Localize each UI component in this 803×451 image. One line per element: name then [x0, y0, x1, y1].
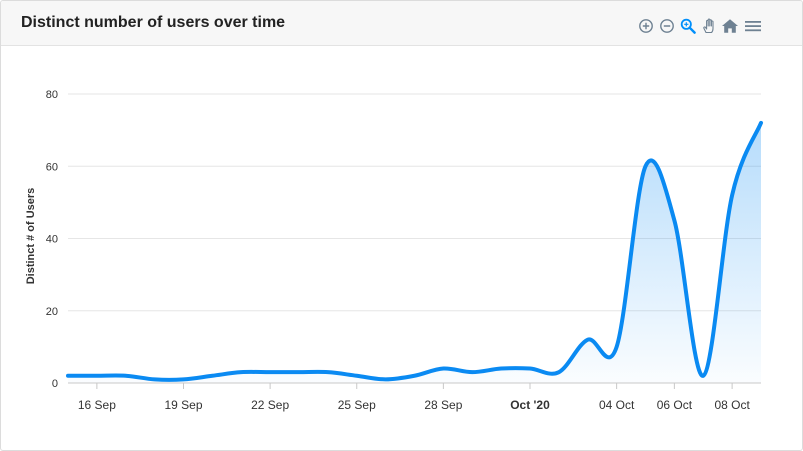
- x-tick-label: Oct '20: [510, 398, 550, 412]
- y-tick-label: 0: [52, 378, 58, 390]
- selection-zoom-icon[interactable]: [679, 17, 697, 35]
- reset-home-icon[interactable]: [721, 17, 739, 35]
- y-tick-label: 60: [46, 161, 58, 173]
- y-axis-label: Distinct # of Users: [25, 188, 37, 285]
- y-tick-label: 40: [46, 234, 58, 246]
- series-area-fill: [68, 122, 761, 384]
- x-tick-label: 04 Oct: [599, 398, 635, 412]
- series-line: [66, 120, 763, 382]
- y-tick-label: 80: [46, 89, 58, 101]
- chart-toolbar: [637, 17, 765, 35]
- chart-header: Distinct number of users over time: [1, 1, 802, 46]
- x-tick-label: 28 Sep: [424, 398, 462, 412]
- x-tick-label: 08 Oct: [714, 398, 750, 412]
- menu-icon[interactable]: [744, 17, 762, 35]
- x-tick-label: 16 Sep: [78, 398, 116, 412]
- chart-plot: 0 20 40 60 80 16 Sep 19 Sep 22 Sep 25 Sep 28 Sep O…: [25, 89, 763, 412]
- x-tick-label: 22 Sep: [251, 398, 289, 412]
- zoom-in-icon[interactable]: [637, 17, 655, 35]
- x-tick-label: 06 Oct: [657, 398, 693, 412]
- chart-title: Distinct number of users over time: [21, 14, 286, 31]
- x-tick-label: 25 Sep: [338, 398, 376, 412]
- y-tick-label: 20: [46, 306, 58, 318]
- zoom-out-icon[interactable]: [658, 17, 676, 35]
- x-tick-label: 19 Sep: [164, 398, 202, 412]
- pan-icon[interactable]: [700, 17, 718, 35]
